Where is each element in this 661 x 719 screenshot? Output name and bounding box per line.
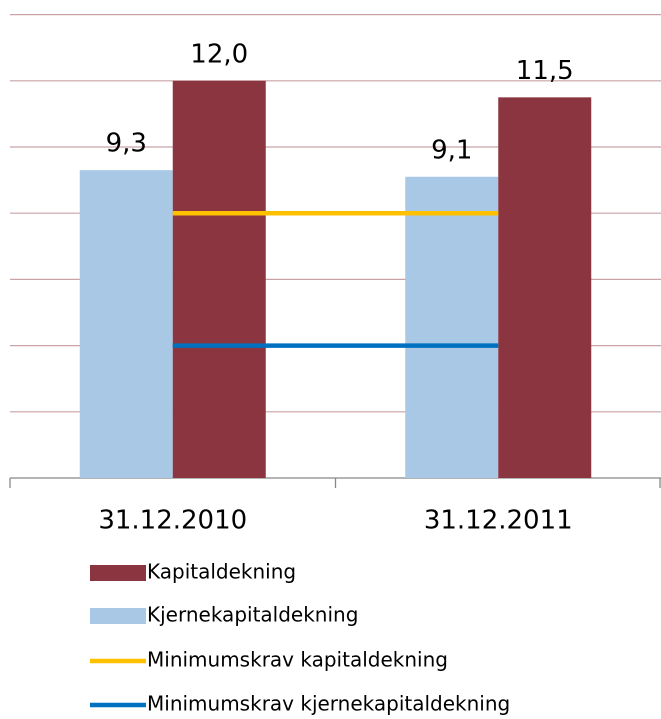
legend-label: Kapitaldekning (147, 560, 296, 584)
legend-swatch (90, 608, 146, 624)
x-tick-label: 31.12.2011 (424, 506, 573, 536)
bar (172, 80, 266, 479)
value-label: 12,0 (190, 39, 248, 69)
bar (79, 170, 173, 479)
legend-label: Minimumskrav kjernekapitaldekning (147, 692, 510, 716)
legend-label: Minimumskrav kapitaldekning (147, 648, 448, 672)
legend-swatch (90, 565, 146, 581)
bar (498, 97, 592, 478)
value-label: 11,5 (516, 56, 574, 86)
value-label: 9,3 (106, 129, 147, 159)
x-tick-label: 31.12.2010 (98, 506, 247, 536)
legend-label: Kjernekapitaldekning (147, 603, 358, 627)
value-label: 9,1 (431, 135, 472, 165)
bar (405, 176, 499, 479)
